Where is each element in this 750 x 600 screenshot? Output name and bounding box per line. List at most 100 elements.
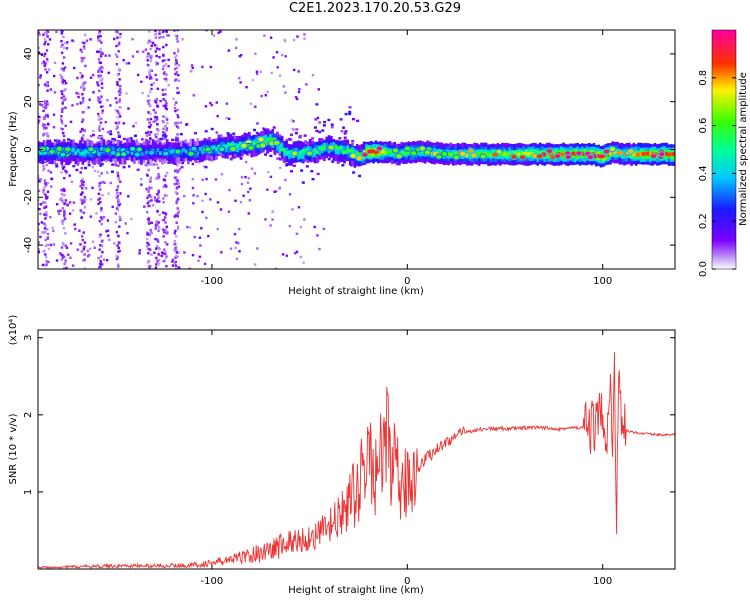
spectrogram-cell <box>148 71 151 74</box>
spectrogram-cell <box>167 64 170 68</box>
spectrogram-ridge-cell <box>641 152 645 156</box>
spectrogram-ridge-cell <box>648 151 652 156</box>
snr-plot-area <box>38 330 675 569</box>
spectrogram-ridge-cell <box>369 149 373 154</box>
spectrogram-cell <box>55 30 58 34</box>
spectrogram-cell <box>98 135 101 139</box>
spectrogram-cell <box>146 233 149 236</box>
spectrogram-cell <box>147 52 150 55</box>
spectrogram-cell <box>46 243 50 247</box>
spectrogram-cell <box>235 38 238 41</box>
spectrogram-ridge-cell <box>402 151 406 155</box>
spectrogram-cell <box>192 194 195 197</box>
spectrogram-ridge-cell <box>280 142 284 152</box>
spectrogram-ridge-cell <box>337 146 340 155</box>
spectrogram-cell <box>43 42 46 46</box>
spectrogram-cell <box>155 256 158 260</box>
spectrogram-cell <box>82 180 86 184</box>
spectrogram-ridge-cell <box>198 147 202 157</box>
spectrogram-cell <box>61 242 65 245</box>
spectrogram-cell <box>38 189 41 193</box>
spectrogram-cell <box>154 30 157 33</box>
spectrogram-cell <box>41 62 44 65</box>
spectrogram-cell <box>175 34 179 38</box>
spectrogram-cell <box>46 134 49 138</box>
spectrogram-cell <box>86 249 90 253</box>
spectrogram-cell <box>125 62 128 65</box>
spectrogram-cell <box>79 193 83 196</box>
spectrogram-cell <box>108 54 111 57</box>
spectrogram-cell <box>156 128 159 131</box>
spectrogram-ridge-cell <box>316 150 319 155</box>
spectrogram-cell <box>174 214 178 217</box>
spectrogram-cell <box>62 219 65 222</box>
spectrogram-cell <box>99 262 102 266</box>
spectrogram-cell <box>266 90 269 94</box>
spectrogram-cell <box>38 198 40 202</box>
spectrogram-cell <box>141 138 144 141</box>
spectrogram-cell <box>134 121 138 125</box>
spectrogram-cell <box>38 180 41 183</box>
spectrogram-ridge-cell <box>599 154 603 159</box>
spectrogram-cell <box>80 76 83 79</box>
spectrogram-cell <box>131 37 134 41</box>
spectrogram-cell <box>83 267 87 269</box>
spectrogram-cell <box>99 255 103 258</box>
spectrogram-cell <box>60 32 63 35</box>
spectrogram-cell <box>352 171 356 174</box>
spectrogram-ridge-cell <box>83 150 87 155</box>
spectrogram-cell <box>161 88 164 92</box>
snr-panel: -100 0 100 1 2 3 Height of straight line (km… <box>8 315 676 596</box>
spectrogram-cell <box>43 104 46 107</box>
colorbar-tick-label: 0.4 <box>698 165 709 181</box>
spectrogram-cell <box>61 43 64 47</box>
spectrogram-cell <box>162 45 165 49</box>
spectrogram-cell <box>171 260 174 263</box>
spectrogram-cell <box>232 156 236 159</box>
spectrogram-ridge-cell <box>226 142 230 147</box>
spectrogram-cell <box>61 78 65 82</box>
spectrogram-cell <box>148 186 151 189</box>
spectrogram-cell <box>160 251 164 254</box>
spectrogram-blob <box>409 150 418 157</box>
spectrogram-cell <box>158 30 161 33</box>
spectrogram-cell <box>117 199 120 203</box>
spectrogram-cell <box>158 48 161 51</box>
spectrogram-cell <box>175 125 179 128</box>
spectrogram-cell <box>155 163 159 166</box>
spectrogram-cell <box>174 264 178 267</box>
spectrogram-cell <box>100 41 103 44</box>
spectrogram-cell <box>52 243 56 246</box>
spectrogram-cell <box>84 64 87 68</box>
spectrogram-cell <box>38 31 40 35</box>
spectrogram-cell <box>82 45 86 48</box>
spectrogram-cell <box>162 201 165 204</box>
spectrogram-cell <box>316 116 320 120</box>
spectrogram-ridge-cell <box>39 150 42 155</box>
spectrogram-cell <box>259 70 262 74</box>
spectrogram-cell <box>165 194 169 197</box>
spectrogram-cell <box>46 115 50 118</box>
spectrogram-cell <box>145 134 149 138</box>
spectrogram-cell <box>344 112 348 116</box>
spectrogram-cell <box>38 103 42 106</box>
spectrogram-cell <box>114 220 118 224</box>
spectrogram-ridge-cell <box>266 137 270 142</box>
spectrogram-cell <box>234 199 237 202</box>
spectrogram-cell <box>150 186 153 190</box>
spectrogram-cell <box>299 225 303 229</box>
spectrogram-cell <box>142 50 145 53</box>
spectrogram-cell <box>49 171 53 174</box>
spectrogram-cell <box>176 212 180 215</box>
spectrogram-cell <box>81 100 84 104</box>
spectrogram-ridge-cell <box>276 141 279 151</box>
spectrogram-cell <box>111 163 115 166</box>
spectrogram-ridge-cell <box>379 150 382 155</box>
spectrogram-cell <box>117 246 121 250</box>
spectrogram-cell <box>291 208 294 211</box>
spectrogram-cell <box>43 54 46 58</box>
spectrogram-ridge-cell <box>226 143 230 153</box>
spectrogram-cell <box>60 122 64 125</box>
spectrogram-cell <box>146 99 150 103</box>
spectrogram-cell <box>44 244 48 248</box>
